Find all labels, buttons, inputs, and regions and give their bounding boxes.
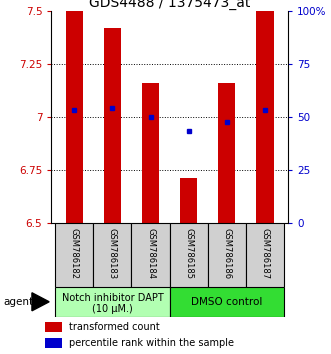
Bar bbox=[55, 223, 93, 287]
Text: GSM786183: GSM786183 bbox=[108, 228, 117, 279]
Bar bbox=[45, 338, 62, 348]
Title: GDS4488 / 1375473_at: GDS4488 / 1375473_at bbox=[89, 0, 250, 10]
Bar bbox=[142, 83, 159, 223]
Bar bbox=[66, 11, 83, 223]
Text: GSM786184: GSM786184 bbox=[146, 228, 155, 279]
Bar bbox=[93, 223, 131, 287]
Text: GSM786185: GSM786185 bbox=[184, 228, 193, 279]
Bar bbox=[208, 223, 246, 287]
Text: transformed count: transformed count bbox=[69, 322, 160, 332]
Text: GSM786187: GSM786187 bbox=[260, 228, 269, 279]
Bar bbox=[45, 322, 62, 332]
Bar bbox=[169, 223, 208, 287]
Bar bbox=[180, 178, 197, 223]
Bar bbox=[169, 287, 284, 317]
Text: Notch inhibitor DAPT: Notch inhibitor DAPT bbox=[62, 293, 163, 303]
Text: GSM786186: GSM786186 bbox=[222, 228, 231, 279]
Bar bbox=[218, 83, 235, 223]
Text: GSM786182: GSM786182 bbox=[70, 228, 79, 279]
Bar bbox=[246, 223, 284, 287]
Text: agent: agent bbox=[3, 297, 33, 307]
Bar bbox=[257, 11, 274, 223]
Bar bbox=[131, 223, 169, 287]
Bar bbox=[55, 287, 169, 317]
Polygon shape bbox=[32, 293, 49, 311]
Text: percentile rank within the sample: percentile rank within the sample bbox=[69, 338, 234, 348]
Text: DMSO control: DMSO control bbox=[191, 297, 262, 307]
Bar bbox=[104, 28, 121, 223]
Text: (10 μM.): (10 μM.) bbox=[92, 304, 133, 314]
